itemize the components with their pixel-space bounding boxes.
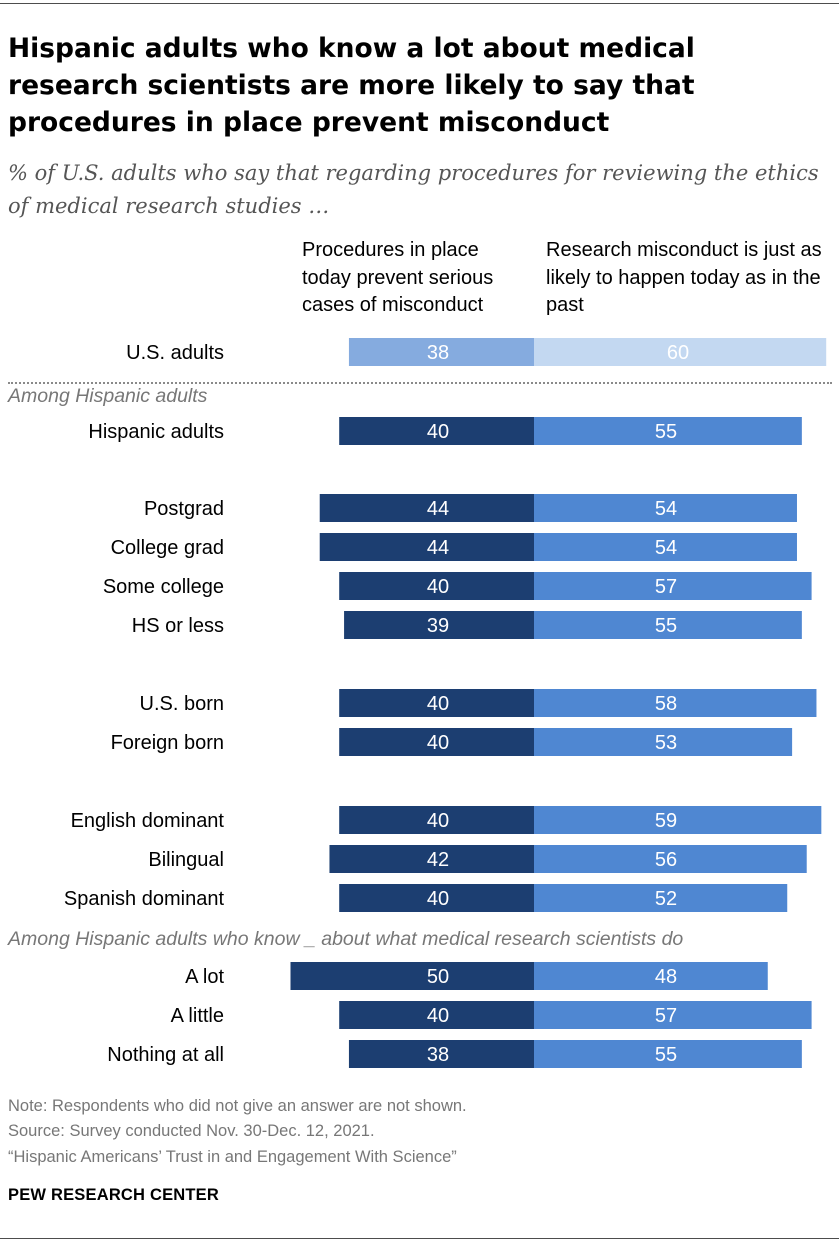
row-label-u-s-adults: U.S. adults xyxy=(126,342,224,364)
row-label-hs-or-less: HS or less xyxy=(132,615,224,637)
row-label-some-college: Some college xyxy=(103,576,224,598)
value-prevent-some-college: 40 xyxy=(427,576,449,598)
value-misconduct-bilingual: 56 xyxy=(655,849,677,871)
value-prevent-a-lot: 50 xyxy=(427,966,449,988)
value-prevent-u-s-born: 40 xyxy=(427,693,449,715)
value-misconduct-college-grad: 54 xyxy=(655,537,677,559)
section-divider xyxy=(8,382,832,384)
row-label-u-s-born: U.S. born xyxy=(140,693,224,715)
bar-misconduct-college-grad xyxy=(534,533,797,561)
bar-prevent-a-little xyxy=(339,1001,534,1029)
value-misconduct-a-little: 57 xyxy=(655,1005,677,1027)
value-misconduct-u-s-born: 58 xyxy=(655,693,677,715)
value-prevent-spanish-dominant: 40 xyxy=(427,888,449,910)
brand-name: PEW RESEARCH CENTER xyxy=(8,1186,219,1204)
row-label-a-lot: A lot xyxy=(185,966,224,988)
row-label-postgrad: Postgrad xyxy=(144,498,224,520)
bar-misconduct-nothing-at-all xyxy=(534,1040,802,1068)
value-prevent-college-grad: 44 xyxy=(427,537,449,559)
legend-left-series: Procedures in place today prevent seriou… xyxy=(302,239,494,316)
bar-misconduct-u-s-born xyxy=(534,689,817,717)
bar-prevent-hispanic-adults xyxy=(339,417,534,445)
value-misconduct-postgrad: 54 xyxy=(655,498,677,520)
bar-prevent-college-grad xyxy=(319,533,534,561)
value-misconduct-u-s-adults: 60 xyxy=(667,342,689,364)
bar-misconduct-hispanic-adults xyxy=(534,417,802,445)
value-prevent-postgrad: 44 xyxy=(427,498,449,520)
row-label-nothing-at-all: Nothing at all xyxy=(107,1044,224,1066)
bar-misconduct-spanish-dominant xyxy=(534,884,788,912)
row-label-english-dominant: English dominant xyxy=(71,810,225,832)
bar-prevent-nothing-at-all xyxy=(348,1040,534,1068)
row-label-college-grad: College grad xyxy=(111,537,224,559)
section-label-knowledge: Among Hispanic adults who know _ about w… xyxy=(8,928,684,950)
bar-prevent-u-s-adults xyxy=(348,338,534,366)
row-label-hispanic-adults: Hispanic adults xyxy=(88,421,224,443)
footer-note: Note: Respondents who did not give an an… xyxy=(8,1097,467,1115)
bar-prevent-bilingual xyxy=(329,845,534,873)
bar-misconduct-hs-or-less xyxy=(534,611,802,639)
value-prevent-a-little: 40 xyxy=(427,1005,449,1027)
value-misconduct-hispanic-adults: 55 xyxy=(655,421,677,443)
row-label-bilingual: Bilingual xyxy=(148,849,224,871)
bar-misconduct-a-lot xyxy=(534,962,768,990)
bar-prevent-some-college xyxy=(339,572,534,600)
bar-prevent-spanish-dominant xyxy=(339,884,534,912)
bottom-rule xyxy=(0,1238,839,1239)
value-misconduct-a-lot: 48 xyxy=(655,966,677,988)
bar-prevent-foreign-born xyxy=(339,728,534,756)
value-prevent-hispanic-adults: 40 xyxy=(427,421,449,443)
footer-report: “Hispanic Americans’ Trust in and Engage… xyxy=(8,1148,457,1166)
value-prevent-english-dominant: 40 xyxy=(427,810,449,832)
value-misconduct-hs-or-less: 55 xyxy=(655,615,677,637)
bar-misconduct-bilingual xyxy=(534,845,807,873)
bar-prevent-u-s-born xyxy=(339,689,534,717)
value-prevent-nothing-at-all: 38 xyxy=(427,1044,449,1066)
value-prevent-u-s-adults: 38 xyxy=(427,342,449,364)
value-prevent-bilingual: 42 xyxy=(427,849,449,871)
row-label-foreign-born: Foreign born xyxy=(111,732,224,754)
bar-misconduct-u-s-adults xyxy=(534,338,827,366)
section-label-hispanic: Among Hispanic adults xyxy=(8,385,208,407)
bar-prevent-hs-or-less xyxy=(344,611,534,639)
bar-prevent-english-dominant xyxy=(339,806,534,834)
bar-misconduct-foreign-born xyxy=(534,728,793,756)
chart-subtitle: % of U.S. adults who say that regarding … xyxy=(8,161,819,218)
value-misconduct-english-dominant: 59 xyxy=(655,810,677,832)
chart-title: Hispanic adults who know a lot about med… xyxy=(8,33,695,138)
footer-source: Source: Survey conducted Nov. 30-Dec. 12… xyxy=(8,1122,375,1140)
top-rule xyxy=(0,3,839,4)
bar-misconduct-a-little xyxy=(534,1001,812,1029)
row-label-a-little: A little xyxy=(171,1005,224,1027)
bar-prevent-a-lot xyxy=(290,962,534,990)
bar-prevent-postgrad xyxy=(319,494,534,522)
value-misconduct-spanish-dominant: 52 xyxy=(655,888,677,910)
value-prevent-foreign-born: 40 xyxy=(427,732,449,754)
value-misconduct-some-college: 57 xyxy=(655,576,677,598)
value-prevent-hs-or-less: 39 xyxy=(427,615,449,637)
value-misconduct-nothing-at-all: 55 xyxy=(655,1044,677,1066)
bar-misconduct-english-dominant xyxy=(534,806,822,834)
value-misconduct-foreign-born: 53 xyxy=(655,732,677,754)
legend-right-series: Research misconduct is just as likely to… xyxy=(546,239,822,316)
row-label-spanish-dominant: Spanish dominant xyxy=(64,888,225,910)
bar-misconduct-postgrad xyxy=(534,494,797,522)
bar-misconduct-some-college xyxy=(534,572,812,600)
